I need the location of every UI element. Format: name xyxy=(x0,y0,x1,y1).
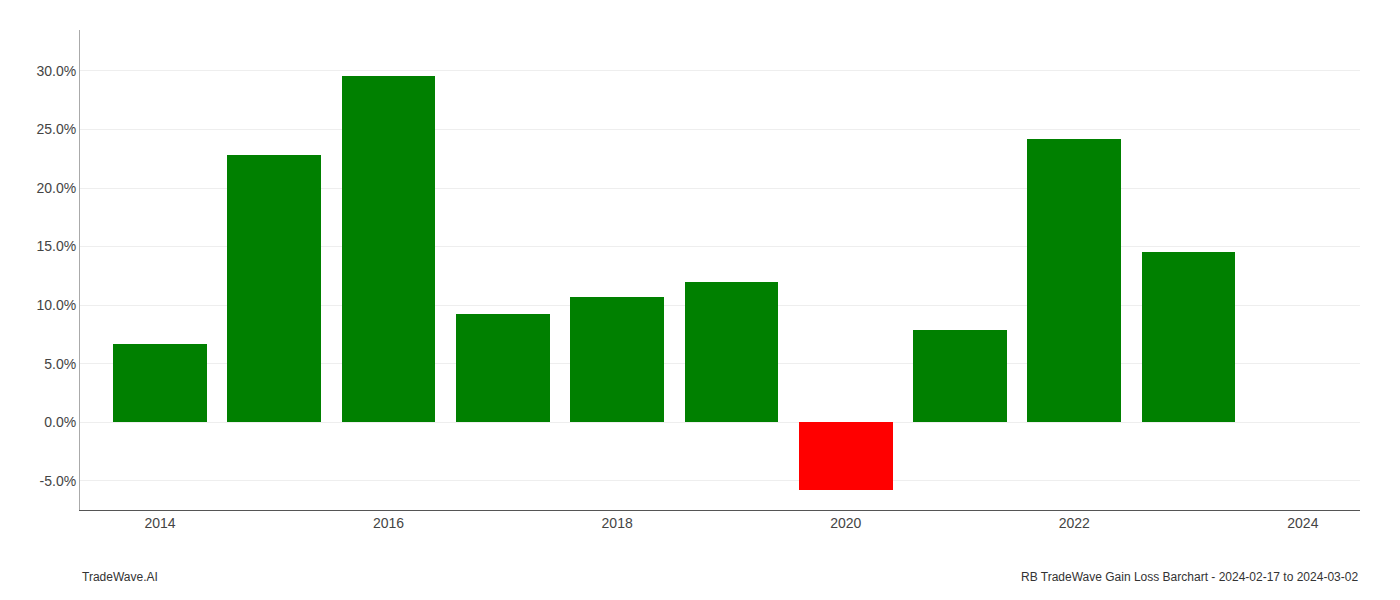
svg-text:RB TradeWave Gain Loss Barchar: RB TradeWave Gain Loss Barchart - 2024-0… xyxy=(1021,570,1358,584)
svg-text:2022: 2022 xyxy=(1059,515,1090,531)
svg-text:5.0%: 5.0% xyxy=(44,356,76,372)
svg-text:2014: 2014 xyxy=(144,515,175,531)
svg-text:25.0%: 25.0% xyxy=(36,121,76,137)
svg-text:30.0%: 30.0% xyxy=(36,63,76,79)
svg-text:0.0%: 0.0% xyxy=(44,414,76,430)
svg-text:TradeWave.AI: TradeWave.AI xyxy=(82,570,158,584)
svg-text:15.0%: 15.0% xyxy=(36,238,76,254)
svg-text:2020: 2020 xyxy=(830,515,861,531)
svg-text:10.0%: 10.0% xyxy=(36,297,76,313)
svg-text:2016: 2016 xyxy=(373,515,404,531)
svg-text:20.0%: 20.0% xyxy=(36,180,76,196)
svg-text:2024: 2024 xyxy=(1287,515,1318,531)
svg-text:-5.0%: -5.0% xyxy=(40,473,77,489)
svg-text:2018: 2018 xyxy=(602,515,633,531)
